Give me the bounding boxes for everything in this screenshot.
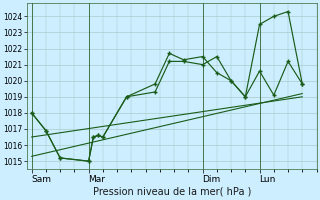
X-axis label: Pression niveau de la mer( hPa ): Pression niveau de la mer( hPa ) xyxy=(92,187,251,197)
